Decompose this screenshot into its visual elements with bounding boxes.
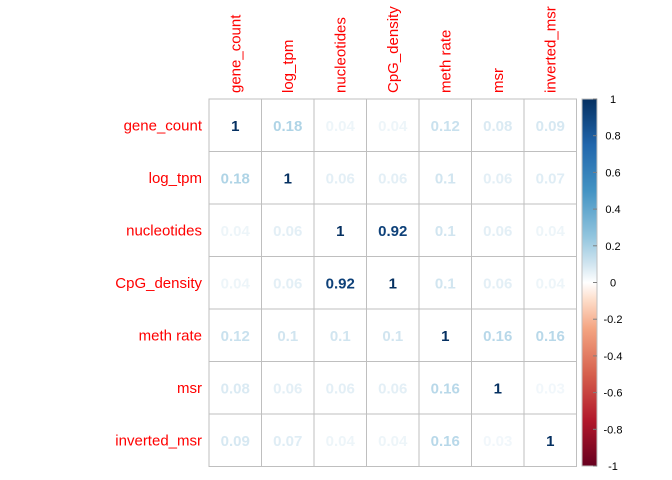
colorbar-tick-label: 1 — [610, 94, 616, 106]
cell-value: 0.16 — [431, 380, 460, 397]
column-label-cpg-density: CpG_density — [385, 6, 402, 93]
cell-value: 0.92 — [378, 223, 407, 240]
cell-value: 1 — [389, 275, 397, 292]
row-label-gene-count: gene_count — [124, 117, 203, 134]
cell-value: 0.04 — [536, 275, 566, 292]
cell-value: 0.09 — [536, 118, 565, 135]
cell-value: 0.06 — [273, 223, 302, 240]
row-label-meth-rate: meth rate — [139, 327, 202, 344]
cell-value: 1 — [494, 380, 502, 397]
cell-value: 0.07 — [273, 433, 302, 450]
cell-value: 0.16 — [536, 328, 565, 345]
cell-value: 0.16 — [431, 433, 460, 450]
cell-value: 0.1 — [382, 328, 403, 345]
column-label-inverted-msr: inverted_msr — [542, 6, 559, 93]
colorbar-tick-label: -0.6 — [604, 388, 623, 400]
cell-value: 0.06 — [273, 380, 302, 397]
colorbar-tick-label: -0.8 — [604, 424, 623, 436]
cell-value: 0.1 — [435, 223, 456, 240]
cell-value: 0.04 — [221, 275, 251, 292]
cell-value: 1 — [284, 170, 292, 187]
cell-value: 0.18 — [221, 170, 250, 187]
cell-value: 0.92 — [326, 275, 355, 292]
column-label-msr: msr — [490, 68, 507, 93]
cell-value: 0.03 — [483, 433, 512, 450]
cell-value: 0.06 — [483, 223, 512, 240]
cell-value: 0.12 — [431, 118, 460, 135]
colorbar-tick-label: 0.4 — [605, 204, 620, 216]
colorbar-tick-label: 0.6 — [605, 167, 620, 179]
column-label-meth-rate: meth rate — [437, 30, 454, 93]
cell-value: 0.08 — [483, 118, 512, 135]
cell-value: 0.16 — [483, 328, 512, 345]
cell-value: 0.06 — [483, 275, 512, 292]
cell-value: 0.08 — [221, 380, 250, 397]
cell-value: 0.06 — [273, 275, 302, 292]
colorbar-tick-label: -0.2 — [604, 314, 623, 326]
cell-value: 0.06 — [378, 170, 407, 187]
column-label-gene-count: gene_count — [227, 14, 244, 93]
column-labels: gene_count log_tpm nucleotides CpG_density m… — [227, 6, 559, 93]
cell-value: 0.06 — [483, 170, 512, 187]
cell-value: 0.12 — [221, 328, 250, 345]
colorbar-tick-label: -1 — [608, 461, 618, 473]
matrix-cell-values: 1 0.18 0.04 0.04 0.12 0.08 0.09 0.18 1 0.06 0.06 0.… — [221, 118, 566, 450]
cell-value: 0.06 — [378, 380, 407, 397]
row-labels: gene_count log_tpm nucleotides CpG_densitym… — [115, 117, 203, 449]
colorbar-tick-label: -0.4 — [604, 351, 623, 363]
cell-value: 0.03 — [536, 380, 565, 397]
cell-value: 0.06 — [326, 380, 355, 397]
colorbar-tick-label: 0.2 — [605, 241, 620, 253]
matrix-border — [208, 98, 577, 467]
row-label-msr: msr — [177, 380, 202, 397]
cell-value: 0.04 — [378, 433, 408, 450]
cell-value: 0.04 — [378, 118, 408, 135]
cell-value: 1 — [231, 118, 239, 135]
cell-value: 1 — [441, 328, 449, 345]
row-label-inverted-msr: inverted_msr — [115, 432, 202, 449]
column-label-nucleotides: nucleotides — [332, 17, 349, 93]
cell-value: 0.18 — [273, 118, 302, 135]
cell-value: 0.1 — [330, 328, 351, 345]
color-legend: 1 0.8 0.6 0.4 0.2 0 -0.2 -0.4 -0.6 -0.8 -1 — [581, 94, 623, 473]
cell-value: 0.1 — [435, 275, 456, 292]
row-label-cpg-density: CpG_density — [115, 275, 202, 292]
cell-value: 1 — [336, 223, 344, 240]
colorbar-tick-label: 0.8 — [605, 131, 620, 143]
colorbar-tick-label: 0 — [610, 278, 616, 290]
matrix-grid — [208, 98, 577, 467]
cell-value: 0.09 — [221, 433, 250, 450]
cell-value: 0.1 — [435, 170, 456, 187]
cell-value: 0.06 — [326, 170, 355, 187]
cell-value: 0.04 — [221, 223, 251, 240]
row-label-log-tpm: log_tpm — [149, 170, 202, 187]
row-label-nucleotides: nucleotides — [126, 222, 202, 239]
cell-value: 0.04 — [536, 223, 566, 240]
cell-value: 0.07 — [536, 170, 565, 187]
cell-value: 0.04 — [326, 118, 356, 135]
cell-value: 0.04 — [326, 433, 356, 450]
cell-value: 1 — [546, 433, 554, 450]
column-label-log-tpm: log_tpm — [280, 40, 297, 93]
cell-value: 0.1 — [277, 328, 298, 345]
